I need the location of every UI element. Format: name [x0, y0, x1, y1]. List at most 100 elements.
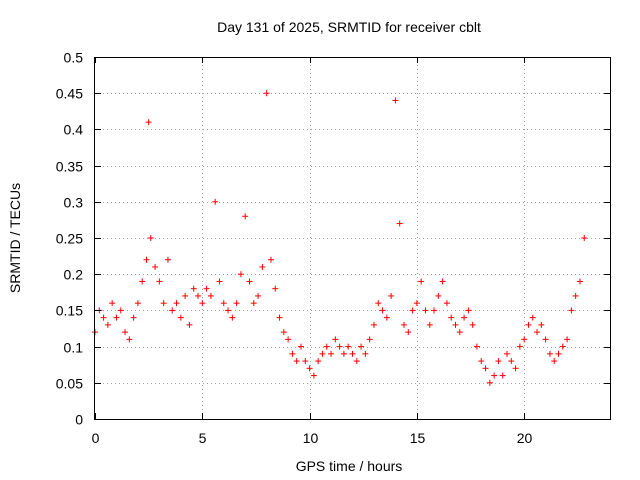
data-point — [564, 336, 571, 343]
data-point — [409, 307, 416, 314]
data-point — [117, 307, 124, 314]
data-point — [456, 329, 463, 336]
y-tick-label: 0.1 — [64, 340, 84, 356]
data-point — [521, 336, 528, 343]
data-point — [418, 278, 425, 285]
data-point — [413, 300, 420, 307]
data-point — [576, 278, 583, 285]
data-point — [401, 321, 407, 328]
data-point — [546, 350, 553, 357]
y-axis-label: SRMTID / TECUs — [7, 183, 23, 293]
data-point — [263, 90, 270, 97]
data-point — [203, 285, 210, 292]
data-point — [315, 358, 322, 365]
axis-ticks: 0 0.05 0.1 0.15 0.2 0.25 0.3 0.35 0.4 0.45 0.5 0 5 10… — [56, 50, 610, 446]
data-point — [113, 314, 120, 321]
data-point — [443, 300, 450, 307]
data-point — [130, 314, 137, 321]
data-point — [272, 285, 279, 292]
plot-frame — [94, 57, 611, 420]
data-point — [422, 307, 429, 314]
data-point — [242, 213, 249, 220]
data-point — [512, 365, 519, 372]
data-point — [332, 336, 339, 343]
data-point — [379, 307, 386, 314]
data-point — [195, 292, 201, 299]
x-axis-label: GPS time / hours — [296, 458, 403, 474]
data-point — [551, 358, 558, 365]
data-point — [246, 278, 253, 285]
data-point — [529, 314, 536, 321]
data-point — [152, 263, 159, 270]
data-point — [212, 198, 219, 205]
data-point — [478, 358, 485, 365]
grid-lines — [95, 57, 610, 419]
data-point — [542, 336, 549, 343]
data-point — [182, 292, 189, 299]
x-tick-label: 5 — [199, 430, 207, 446]
data-point — [186, 321, 193, 328]
data-point — [259, 263, 266, 270]
data-point — [534, 329, 541, 336]
data-point — [396, 220, 403, 227]
data-point — [349, 350, 356, 357]
data-point — [229, 314, 236, 321]
data-point — [250, 300, 257, 307]
data-point — [289, 350, 296, 357]
data-point — [336, 343, 343, 350]
x-tick-label: 10 — [303, 430, 319, 446]
data-point — [486, 379, 493, 386]
data-point — [164, 256, 171, 263]
data-point — [267, 256, 274, 263]
data-point — [448, 314, 455, 321]
y-tick-label: 0.3 — [64, 195, 84, 211]
data-point — [100, 314, 107, 321]
data-point — [452, 321, 459, 328]
data-point — [375, 300, 382, 307]
data-point — [559, 343, 566, 350]
data-point — [383, 314, 390, 321]
y-tick-label: 0.15 — [56, 303, 83, 319]
data-point — [431, 307, 438, 314]
data-point — [302, 358, 309, 365]
data-point — [156, 278, 163, 285]
data-point — [147, 235, 154, 241]
data-point — [139, 278, 146, 285]
data-point — [362, 350, 369, 357]
data-point — [169, 307, 176, 314]
data-point — [220, 300, 227, 307]
data-point — [366, 336, 373, 343]
data-point — [310, 372, 317, 379]
data-point — [581, 235, 588, 241]
data-point — [473, 343, 480, 350]
data-point — [495, 358, 502, 365]
data-point — [491, 372, 498, 379]
x-tick-label: 0 — [92, 430, 100, 446]
data-point — [555, 350, 562, 357]
y-tick-label: 0.4 — [64, 122, 84, 138]
data-point — [435, 292, 442, 299]
data-point — [122, 329, 129, 336]
data-point — [568, 307, 575, 314]
data-point — [126, 336, 133, 343]
data-point — [190, 285, 197, 292]
data-points — [92, 90, 588, 386]
data-point — [328, 350, 335, 357]
data-point — [340, 350, 347, 357]
data-point — [358, 343, 365, 350]
data-point — [306, 365, 313, 372]
data-point — [405, 329, 412, 336]
data-point — [134, 300, 141, 307]
data-point — [276, 314, 283, 321]
data-point — [345, 343, 352, 350]
data-point — [538, 321, 545, 328]
chart-title: Day 131 of 2025, SRMTID for receiver cbl… — [217, 19, 481, 35]
data-point — [285, 336, 292, 343]
data-point — [353, 358, 360, 365]
y-tick-label: 0.25 — [56, 231, 83, 247]
x-tick-label: 20 — [517, 430, 533, 446]
data-point — [160, 300, 167, 307]
data-point — [392, 97, 399, 104]
y-tick-label: 0.5 — [64, 50, 84, 66]
x-tick-label: 15 — [410, 430, 426, 446]
